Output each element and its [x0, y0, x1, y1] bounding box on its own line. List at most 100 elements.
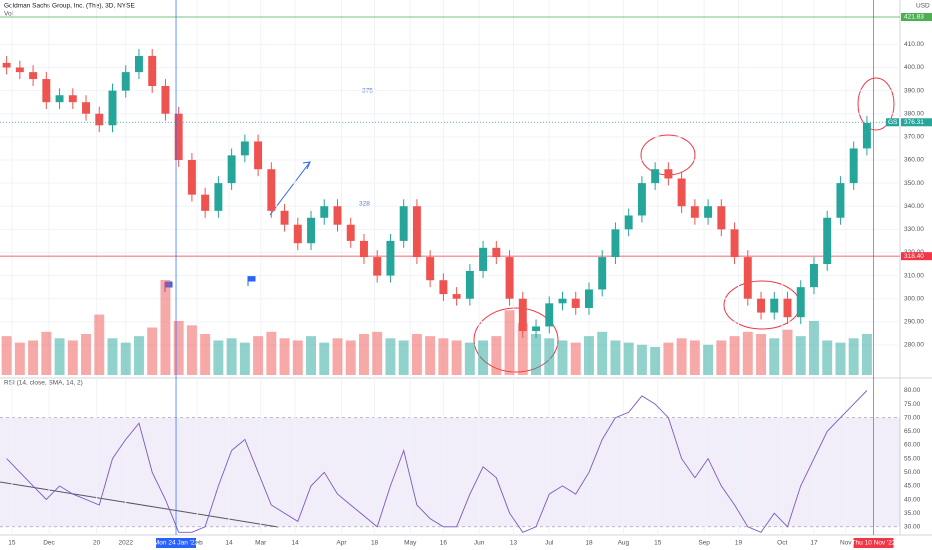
candle-body — [545, 303, 554, 327]
volume-bar — [848, 338, 859, 375]
candle-body — [452, 294, 461, 299]
volume-bar — [822, 340, 833, 375]
x-tick-label: Dec — [43, 540, 55, 547]
x-tick-label: 19 — [735, 540, 743, 547]
candle-body — [810, 264, 818, 288]
annotation: 375 — [362, 88, 373, 95]
level-tag — [901, 13, 932, 22]
rsi-tick-label: 70.00 — [904, 414, 921, 421]
candle-body — [743, 257, 752, 299]
volume-bar — [676, 338, 687, 375]
annotation: 328 — [359, 201, 370, 208]
volume-bar — [200, 333, 211, 375]
volume-label: Vol — [4, 11, 14, 18]
candle-body — [598, 257, 607, 290]
ticker-tag — [886, 118, 899, 127]
volume-bar — [332, 338, 343, 375]
volume-bar — [81, 333, 91, 375]
x-tick-label: Nov — [840, 540, 852, 547]
candle-body — [95, 113, 104, 126]
volume-bar — [650, 346, 661, 375]
volume-bar — [345, 340, 356, 375]
rsi-tick-label: 80.00 — [904, 387, 921, 394]
x-tick-label: 14 — [225, 540, 233, 547]
y-tick-label: 390.00 — [904, 87, 924, 94]
candle-body — [174, 113, 183, 160]
candle-body — [2, 62, 11, 68]
candle-body — [770, 298, 779, 313]
candle-body — [677, 178, 686, 207]
x-tick-label: Sep — [698, 540, 710, 547]
volume-bar — [716, 340, 727, 375]
x-tick-label: 18 — [585, 540, 593, 547]
chart-title: Goldman Sachs Group, Inc. (The), 3D, NYS… — [4, 3, 135, 10]
candle-body — [42, 79, 51, 103]
volume-bar — [1, 336, 12, 375]
candle-body — [664, 169, 673, 179]
x-tick-label: 2022 — [119, 540, 134, 547]
candle-body — [412, 206, 421, 258]
arrow-head — [302, 161, 311, 170]
volume-bar — [411, 333, 422, 375]
x-tick-label: Aug — [618, 540, 630, 547]
rsi-tick-label: 35.00 — [904, 510, 921, 517]
y-tick-label: 290.00 — [904, 319, 924, 326]
y-tick-label: 340.00 — [904, 203, 924, 210]
volume-bar — [557, 340, 568, 375]
volume-bar — [28, 340, 39, 375]
candle-body — [108, 90, 117, 126]
rsi-title: RSI (14, close, SMA, 14, 2) — [4, 380, 83, 387]
volume-bar — [266, 331, 277, 375]
x-tick-label: 17 — [810, 540, 818, 547]
volume-bar — [319, 342, 330, 375]
rsi-tick-label: 30.00 — [904, 524, 921, 531]
candle-body — [307, 217, 315, 244]
volume-bar — [438, 338, 449, 375]
volume-bar — [134, 336, 144, 375]
volume-bar — [451, 340, 462, 375]
last-price-tag — [901, 118, 932, 127]
rsi-tick-label: 45.00 — [904, 483, 921, 490]
candle-body — [55, 95, 64, 103]
volume-bar — [425, 336, 436, 375]
y-tick-label: 410.00 — [904, 41, 924, 48]
volume-bar — [623, 342, 634, 375]
x-tick-label: 16 — [440, 540, 448, 547]
y-tick-label: 280.00 — [904, 342, 924, 349]
candle-body — [82, 102, 90, 114]
candle-body — [571, 298, 580, 308]
volume-bar — [186, 325, 197, 375]
y-tick-label: 300.00 — [904, 295, 924, 302]
candle-body — [373, 257, 382, 276]
volume-bar — [239, 342, 250, 375]
volume-bar — [517, 323, 528, 375]
level-label: 421.83 — [904, 14, 924, 21]
candle-body — [479, 247, 488, 271]
volume-bar — [147, 327, 158, 375]
candle-body — [227, 155, 236, 184]
rsi-tick-label: 55.00 — [904, 455, 921, 462]
candle-body — [135, 55, 143, 73]
rsi-tick-label: 65.00 — [904, 428, 921, 435]
volume-bar — [756, 333, 766, 375]
candle-body — [214, 183, 223, 211]
level-label: 318.40 — [904, 253, 924, 260]
volume-bar — [41, 331, 52, 375]
crosshair-label: Thu 10 Nov '22 — [852, 540, 896, 547]
volume-bar — [279, 338, 290, 375]
volume-bar — [385, 338, 396, 375]
circle-drawing — [857, 77, 895, 131]
x-tick-label: 18 — [371, 540, 379, 547]
volume-bar — [398, 340, 409, 375]
candle-body — [690, 206, 699, 218]
candle-body — [68, 95, 77, 103]
candle-body — [518, 298, 527, 332]
x-tick-label: Mar — [255, 540, 267, 547]
candle-body — [346, 224, 355, 241]
volume-bar — [359, 333, 369, 375]
volume-bar — [610, 340, 621, 375]
candle-body — [611, 229, 620, 258]
candle-body — [796, 287, 805, 318]
rsi-tick-label: 40.00 — [904, 496, 921, 503]
